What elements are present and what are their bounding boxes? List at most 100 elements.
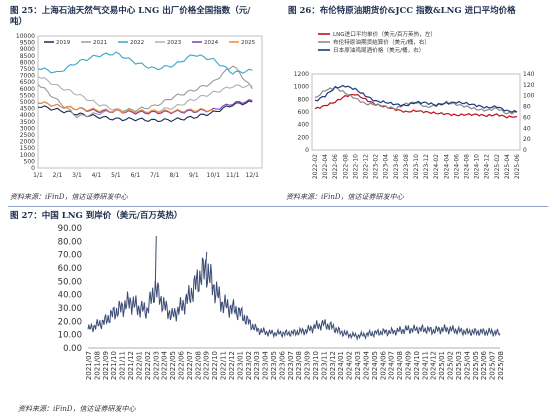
legend-label: 2023: [167, 40, 182, 46]
x-tick-label: 2024/09: [405, 351, 413, 380]
y-tick-label: 6500: [20, 79, 35, 86]
series-line-2023: [37, 76, 253, 115]
y-tick-label: 1000: [20, 152, 35, 159]
y-tick-label: 90.00: [58, 224, 82, 234]
x-tick-label: 2025/02: [447, 351, 455, 380]
x-tick-label: 2025/07: [489, 351, 497, 380]
x-tick-label: 2024-12: [484, 154, 491, 179]
x-tick-label: 2025/04: [463, 350, 471, 380]
x-tick-label: 2024/04: [362, 350, 370, 380]
plot-area: [37, 35, 263, 169]
chart-27-title: 图 27：中国 LNG 到岸价（美元/百万英热）: [10, 211, 183, 221]
y-tick-label: 3500: [20, 119, 35, 126]
x-tick-label: 1/1: [33, 172, 43, 179]
chart-26-svg: 0 200 400 600 800 1000 1200 0 20 40 60 80 100 120 140 2…: [294, 30, 535, 179]
x-tick-label: 2024/10: [413, 351, 421, 380]
x-tick-label: 3/1: [72, 172, 82, 179]
y-tick-label: 2000: [20, 139, 35, 146]
x-tick-label: 2024/03: [354, 351, 362, 380]
y-tick-label: 10000: [16, 33, 35, 40]
x-tick-label: 2024-06: [453, 154, 460, 179]
series-line-2022: [37, 51, 253, 75]
x-tick-label: 2022-06: [332, 154, 339, 179]
plot-area: [311, 73, 521, 151]
x-tick-label: 2025/06: [480, 350, 488, 380]
y-tick-label: 30.00: [58, 304, 82, 314]
chart-26-source: 资料来源：iFinD，信达证券研发中心: [286, 193, 404, 201]
y-tick-label: 7500: [20, 66, 35, 73]
y-tick-label: 9000: [20, 46, 35, 53]
legend-label-1: 布伦特原油期货结算价（美元/桶，右）: [333, 38, 430, 46]
legend-label: 2024: [204, 40, 219, 46]
y-left-tick-label: 200: [298, 134, 310, 141]
chart-26-panel: 图 26：布伦特原油期货价&JCC 指数&LNG 进口平均价格 0 200 400 6…: [280, 0, 554, 207]
x-tick-label: 2022/02: [144, 351, 152, 380]
y-tick-label: 10.00: [58, 331, 82, 341]
x-tick-label: 2021/11: [119, 351, 127, 380]
x-tick-label: 2023/03: [253, 351, 261, 380]
y-left-tick-label: 600: [298, 109, 310, 116]
x-tick-label: 2022/05: [169, 351, 177, 380]
x-tick-label: 2024/05: [371, 351, 379, 380]
x-tick-label: 2022/08: [194, 351, 202, 380]
y-tick-label: 0.00: [63, 344, 82, 354]
x-tick-label: 2022/09: [203, 351, 211, 380]
x-tick-label: 2/1: [53, 172, 63, 179]
y-right-tick-label: 60: [523, 114, 531, 121]
x-tick-label: 2024/01: [337, 351, 345, 380]
x-tick-label: 2022-12: [363, 154, 370, 179]
x-tick-label: 2023/09: [304, 351, 312, 380]
series-line-2025: [37, 101, 214, 114]
y-left-tick-label: 1000: [294, 84, 309, 91]
spike-0: [154, 235, 157, 289]
x-tick-label: 2021/07: [85, 351, 93, 380]
x-tick-label: 2022/11: [220, 351, 228, 380]
y-right-tick-label: 40: [523, 125, 531, 132]
series-line-0: [314, 93, 518, 119]
y-tick-label: 60.00: [58, 264, 82, 274]
x-tick-label: 2023/01: [236, 351, 244, 380]
y-right-tick-label: 140: [523, 71, 535, 78]
y-right-tick-label: 0: [523, 147, 527, 154]
y-right-tick-label: 100: [523, 93, 535, 100]
x-tick-label: 2023/06: [278, 350, 286, 380]
x-tick-label: 2022-10: [352, 154, 359, 179]
x-tick-label: 2024-04: [443, 154, 450, 179]
x-tick-label: 2024/06: [379, 350, 387, 380]
x-tick-label: 2023/07: [287, 351, 295, 380]
chart-25-title-line2: 吨）: [10, 17, 28, 27]
y-tick-label: 5500: [20, 92, 35, 99]
x-tick-label: 2022-04: [322, 154, 329, 179]
chart-25-svg: 0500100015002000250030003500400045005000…: [16, 33, 263, 179]
legend-label: 2021: [93, 40, 108, 46]
x-tick-label: 2023-04: [383, 154, 390, 179]
x-tick-label: 2024-02: [433, 154, 440, 179]
y-left-tick-label: 1200: [294, 71, 309, 78]
y-left-tick-label: 0: [305, 147, 309, 154]
chart-27-svg: 0.00 10.00 20.00 30.00 40.00 50.00 60.00 70.00 8…: [58, 224, 505, 380]
y-right-tick-label: 20: [523, 136, 531, 143]
x-tick-label: 2024/12: [430, 351, 438, 380]
series-line-1: [314, 86, 518, 115]
chart-25-title: 图 25：上海石油天然气交易中心 LNG 出厂价格全国指数（元/ 吨）: [10, 6, 250, 28]
x-tick-label: 2024-08: [464, 154, 471, 179]
x-tick-label: 2023-12: [423, 154, 430, 179]
legend-label: 2019: [56, 40, 71, 46]
legend-label: 2022: [130, 40, 144, 46]
spike-1: [205, 251, 208, 269]
legend-label: 2025: [241, 40, 256, 46]
divider-rule: [8, 206, 548, 207]
chart-25-source: 资料来源：iFinD，信达证券研发中心: [10, 193, 128, 201]
y-tick-label: 3000: [20, 125, 35, 132]
x-tick-label: 2023-10: [413, 154, 420, 179]
y-tick-label: 80.00: [58, 237, 82, 247]
x-tick-label: 2023/11: [320, 351, 328, 380]
y-tick-label: 0: [31, 165, 35, 172]
y-tick-label: 8000: [20, 59, 35, 66]
series-line-2: [314, 84, 518, 113]
x-tick-label: 2022/07: [186, 351, 194, 380]
x-tick-label: 2024/08: [396, 351, 404, 380]
x-tick-label: 2025-04: [504, 154, 511, 179]
chart-26-title: 图 26：布伦特原油期货价&JCC 指数&LNG 进口平均价格: [288, 6, 516, 16]
y-tick-label: 4500: [20, 106, 35, 113]
